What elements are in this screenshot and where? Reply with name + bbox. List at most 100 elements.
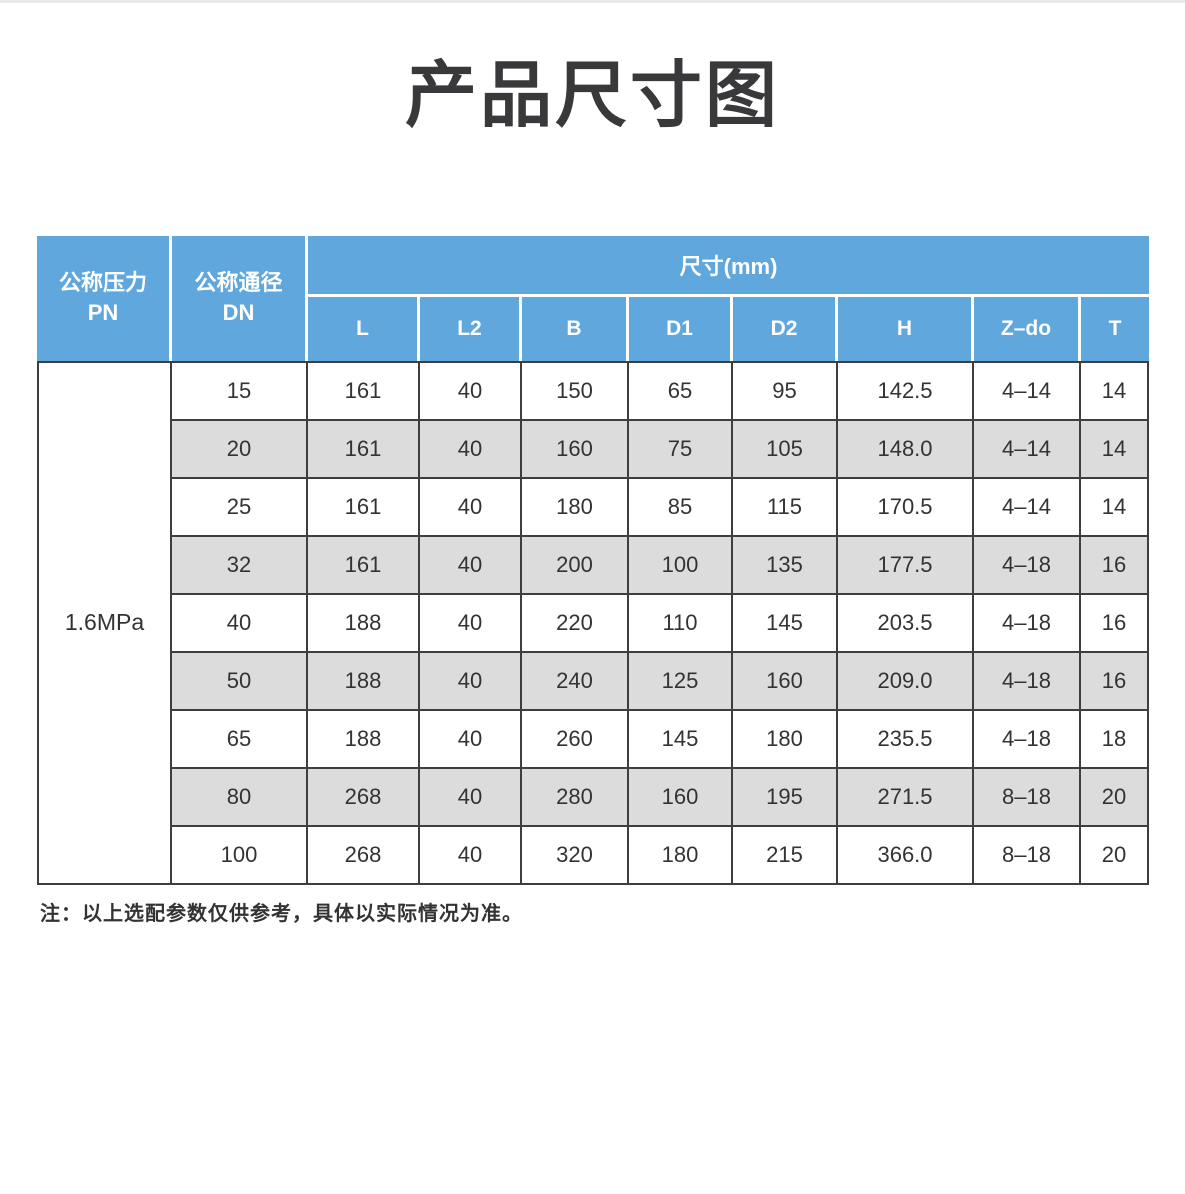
dimension-cell: 160 — [522, 420, 629, 479]
table-header: 公称压力 PN 公称通径 DN 尺寸(mm) L L2 B D1 D2 H Z–… — [37, 235, 1150, 361]
dimension-table: 公称压力 PN 公称通径 DN 尺寸(mm) L L2 B D1 D2 H Z–… — [37, 235, 1150, 885]
header-col-l: L — [308, 296, 420, 361]
dimension-cell: 8–18 — [974, 826, 1081, 885]
dimension-cell: 161 — [308, 360, 420, 421]
dimension-cell: 40 — [420, 826, 522, 885]
dimension-cell: 161 — [308, 478, 420, 537]
dn-cell: 32 — [172, 536, 308, 595]
dimension-cell: 4–18 — [974, 536, 1081, 595]
dimension-cell: 180 — [629, 826, 733, 885]
table-row: 80 268 40 280 160 195 271.5 8–18 20 — [37, 768, 1150, 827]
dimension-cell: 161 — [308, 536, 420, 595]
dimension-cell: 180 — [733, 710, 838, 769]
dimension-cell: 125 — [629, 652, 733, 711]
dn-cell: 50 — [172, 652, 308, 711]
page: 产品尺寸图 公称压力 PN 公称通径 DN 尺寸(mm) L L2 B — [0, 3, 1185, 1194]
header-row-sub: L L2 B D1 D2 H Z–do T — [37, 296, 1150, 361]
dimension-cell: 85 — [629, 478, 733, 537]
dimension-cell: 235.5 — [838, 710, 974, 769]
dimension-cell: 195 — [733, 768, 838, 827]
table-row: 1.6MPa 15 161 40 150 65 95 142.5 4–14 14 — [37, 360, 1150, 885]
dimension-cell: 145 — [629, 710, 733, 769]
dn-cell: 40 — [172, 594, 308, 653]
dimension-cell: 188 — [308, 710, 420, 769]
table-row: 40 188 40 220 110 145 203.5 4–18 16 — [37, 594, 1150, 653]
dimension-cell: 260 — [522, 710, 629, 769]
header-col-t: T — [1081, 296, 1150, 361]
dimension-cell: 4–14 — [974, 478, 1081, 537]
dimension-cell: 16 — [1081, 594, 1150, 653]
dn-cell: 65 — [172, 710, 308, 769]
dimension-cell: 40 — [420, 710, 522, 769]
dimension-cell: 145 — [733, 594, 838, 653]
dimension-cell: 209.0 — [838, 652, 974, 711]
dimension-cell: 40 — [420, 536, 522, 595]
dimension-cell: 366.0 — [838, 826, 974, 885]
dimension-cell: 100 — [629, 536, 733, 595]
table-row: 65 188 40 260 145 180 235.5 4–18 18 — [37, 710, 1150, 769]
dimension-cell: 18 — [1081, 710, 1150, 769]
header-col-d1: D1 — [629, 296, 733, 361]
table-row: 20 161 40 160 75 105 148.0 4–14 14 — [37, 420, 1150, 479]
dimension-cell: 280 — [522, 768, 629, 827]
dimension-cell: 4–14 — [974, 420, 1081, 479]
dimension-cell: 40 — [420, 594, 522, 653]
dimension-cell: 4–18 — [974, 594, 1081, 653]
dimension-cell: 4–18 — [974, 652, 1081, 711]
header-col-d2: D2 — [733, 296, 838, 361]
header-size-group: 尺寸(mm) — [308, 235, 1150, 297]
dimension-cell: 203.5 — [838, 594, 974, 653]
table-row: 50 188 40 240 125 160 209.0 4–18 16 — [37, 652, 1150, 711]
dn-cell: 20 — [172, 420, 308, 479]
dimension-cell: 14 — [1081, 360, 1150, 421]
header-col-b: B — [522, 296, 629, 361]
dimension-cell: 150 — [522, 360, 629, 421]
dimension-cell: 268 — [308, 826, 420, 885]
dn-cell: 80 — [172, 768, 308, 827]
header-dn: 公称通径 DN — [172, 235, 308, 361]
dimension-cell: 95 — [733, 360, 838, 421]
dimension-cell: 271.5 — [838, 768, 974, 827]
dimension-cell: 65 — [629, 360, 733, 421]
table-body: 1.6MPa 15 161 40 150 65 95 142.5 4–14 14 20 161 40 16… — [37, 360, 1150, 885]
dimension-cell: 268 — [308, 768, 420, 827]
dimension-cell: 148.0 — [838, 420, 974, 479]
dimension-cell: 135 — [733, 536, 838, 595]
table-row: 25 161 40 180 85 115 170.5 4–14 14 — [37, 478, 1150, 537]
dimension-cell: 240 — [522, 652, 629, 711]
dimension-cell: 40 — [420, 420, 522, 479]
dimension-cell: 40 — [420, 768, 522, 827]
dimension-cell: 16 — [1081, 652, 1150, 711]
dimension-cell: 8–18 — [974, 768, 1081, 827]
page-title: 产品尺寸图 — [404, 56, 780, 136]
dimension-cell: 180 — [522, 478, 629, 537]
dimension-cell: 75 — [629, 420, 733, 479]
table-row: 32 161 40 200 100 135 177.5 4–18 16 — [37, 536, 1150, 595]
header-col-h: H — [838, 296, 974, 361]
dimension-cell: 215 — [733, 826, 838, 885]
dimension-cell: 115 — [733, 478, 838, 537]
dn-cell: 25 — [172, 478, 308, 537]
dimension-cell: 188 — [308, 594, 420, 653]
dimension-cell: 20 — [1081, 768, 1150, 827]
pn-value-cell: 1.6MPa — [37, 360, 172, 885]
header-pn: 公称压力 PN — [37, 235, 172, 361]
dimension-cell: 142.5 — [838, 360, 974, 421]
dimension-cell: 177.5 — [838, 536, 974, 595]
header-row-main: 公称压力 PN 公称通径 DN 尺寸(mm) — [37, 235, 1150, 361]
dimension-cell: 40 — [420, 360, 522, 421]
dimension-cell: 200 — [522, 536, 629, 595]
header-col-l2: L2 — [420, 296, 522, 361]
note-text: 注：以上选配参数仅供参考，具体以实际情况为准。 — [40, 902, 523, 925]
dimension-cell: 160 — [629, 768, 733, 827]
dimension-cell: 20 — [1081, 826, 1150, 885]
dimension-cell: 170.5 — [838, 478, 974, 537]
dimension-cell: 40 — [420, 478, 522, 537]
dimension-cell: 40 — [420, 652, 522, 711]
dimension-cell: 188 — [308, 652, 420, 711]
dimension-cell: 14 — [1081, 478, 1150, 537]
dimension-cell: 110 — [629, 594, 733, 653]
header-col-zdo: Z–do — [974, 296, 1081, 361]
dn-cell: 15 — [172, 360, 308, 421]
dimension-cell: 220 — [522, 594, 629, 653]
